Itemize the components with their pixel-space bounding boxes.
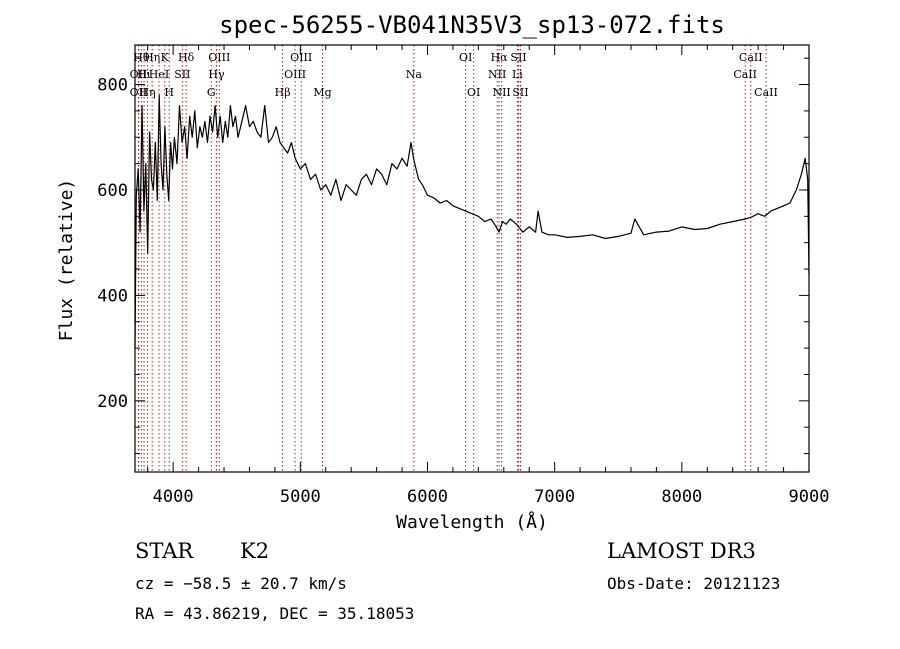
emission-line-label: OIII xyxy=(290,51,312,64)
emission-line-label: H xyxy=(164,86,174,99)
emission-line-label: CaII xyxy=(754,86,778,99)
emission-line-label: NII xyxy=(492,86,510,99)
y-axis: 200 400 600 800 xyxy=(97,57,809,455)
emission-line-label: Mg xyxy=(313,86,331,99)
x-tick-label: 8000 xyxy=(661,487,702,507)
emission-line-label: SII xyxy=(510,51,526,64)
emission-line-label: OI xyxy=(467,86,480,99)
survey-name: LAMOST DR3 xyxy=(607,539,756,563)
emission-line-label: OII xyxy=(130,86,148,99)
emission-line-label: Li xyxy=(512,68,523,81)
redshift-cz: cz = −58.5 ± 20.7 km/s xyxy=(135,574,347,593)
emission-line-label: Hη xyxy=(139,86,155,99)
flux-series-line xyxy=(134,94,810,349)
emission-line-label: OI xyxy=(459,51,472,64)
obs-date: Obs-Date: 20121123 xyxy=(607,574,780,593)
emission-line-label: Hη xyxy=(144,51,160,64)
y-tick-label: 800 xyxy=(97,76,128,96)
emission-line-label: SII xyxy=(512,86,528,99)
emission-line-label: Hα xyxy=(491,51,509,64)
x-axis: 4000 5000 6000 7000 8000 9000 xyxy=(147,45,830,507)
emission-line-label: NII xyxy=(488,68,506,81)
emission-line-label: SII xyxy=(174,68,190,81)
emission-line-label: HeI xyxy=(149,68,169,81)
y-tick-label: 400 xyxy=(97,286,128,306)
emission-line-label: OIII xyxy=(208,51,230,64)
x-tick-label: 5000 xyxy=(280,487,321,507)
emission-line-label: OII xyxy=(130,68,148,81)
emission-line-label: Na xyxy=(406,68,423,81)
x-tick-label: 4000 xyxy=(153,487,194,507)
chart-title: spec-56255-VB041N35V3_sp13-072.fits xyxy=(219,11,725,39)
y-tick-label: 200 xyxy=(97,392,128,412)
x-tick-label: 9000 xyxy=(789,487,830,507)
y-axis-label: Flux (relative) xyxy=(56,179,77,342)
emission-line-label: Hθ xyxy=(133,51,150,64)
object-subclass: K2 xyxy=(240,539,269,563)
emission-line-label: Hδ xyxy=(178,51,195,64)
emission-line-label: Hβ xyxy=(275,86,291,99)
ra-dec: RA = 43.86219, DEC = 35.18053 xyxy=(135,604,414,623)
emission-line-label: G xyxy=(207,86,216,99)
emission-line-label: CaII xyxy=(739,51,763,64)
emission-line-label: K xyxy=(161,51,170,64)
x-tick-label: 7000 xyxy=(534,487,575,507)
plot-frame xyxy=(134,44,810,473)
emission-line-markers xyxy=(137,45,767,472)
emission-line-labels: OIIOIIHθHιHηHηHeIKHSIIHδGHγOIIIHβOIIIOII… xyxy=(130,51,778,99)
y-tick-label: 600 xyxy=(97,181,128,201)
emission-line-label: Hι xyxy=(137,68,151,81)
x-axis-label: Wavelength (Å) xyxy=(396,511,548,533)
x-tick-label: 6000 xyxy=(407,487,448,507)
emission-line-label: OIII xyxy=(284,68,306,81)
emission-line-label: Hγ xyxy=(208,68,225,81)
emission-line-label: CaII xyxy=(733,68,757,81)
object-class: STAR xyxy=(135,539,194,563)
